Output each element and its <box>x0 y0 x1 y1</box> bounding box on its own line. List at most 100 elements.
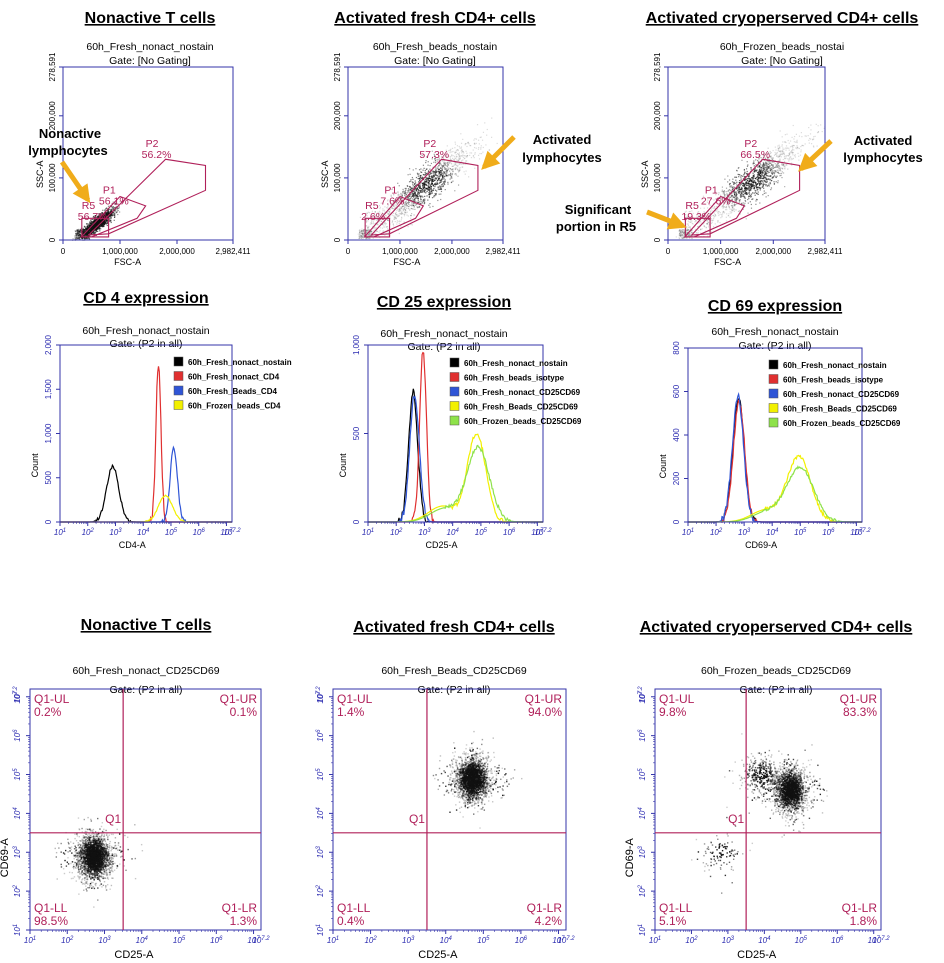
event-dot <box>79 233 81 235</box>
event-dot <box>795 141 797 143</box>
event-dot <box>699 207 702 209</box>
event-dot <box>689 210 691 213</box>
event-dot <box>734 193 736 195</box>
event-dot <box>742 191 744 193</box>
event-dot <box>84 237 86 239</box>
event-dot <box>420 187 422 190</box>
event-dot <box>454 168 456 171</box>
event-dot <box>122 202 124 204</box>
event-dot <box>429 183 431 185</box>
event-dot <box>762 163 765 165</box>
event-dot <box>412 204 414 206</box>
event-dot <box>394 217 396 219</box>
event-dot <box>114 210 116 212</box>
event-dot <box>820 124 822 126</box>
event-dot <box>396 216 399 218</box>
event-dot <box>434 185 436 188</box>
event-dot <box>386 226 388 228</box>
event-dot <box>434 173 437 175</box>
event-dot <box>365 229 368 231</box>
y-tick-label: 2,000 <box>44 334 53 355</box>
event-dot <box>110 218 112 220</box>
event-dot <box>404 211 407 213</box>
event-dot <box>455 157 457 159</box>
event-dot <box>89 223 91 225</box>
event-dot <box>755 183 757 185</box>
event-dot <box>738 186 741 189</box>
event-dot <box>691 229 693 231</box>
event-dot <box>451 173 454 175</box>
event-dot <box>406 204 408 206</box>
event-dot <box>403 213 405 215</box>
event-dot <box>688 234 690 236</box>
event-dot <box>443 172 446 174</box>
event-dot <box>103 216 106 218</box>
event-dot <box>77 230 79 232</box>
event-dot <box>394 216 396 218</box>
event-dot <box>452 150 454 153</box>
event-dot <box>112 207 114 209</box>
event-dot <box>453 164 455 166</box>
event-dot <box>734 199 736 201</box>
event-dot <box>713 207 715 209</box>
event-dot <box>415 176 418 179</box>
x-tick-label: 2,982,411 <box>216 247 252 256</box>
event-dot <box>113 219 115 221</box>
event-dot <box>710 231 713 233</box>
event-dot <box>752 192 754 194</box>
event-dot <box>359 231 361 234</box>
event-dot <box>82 236 85 239</box>
event-dot <box>421 182 424 185</box>
event-dot <box>789 140 792 142</box>
event-dot <box>77 235 79 237</box>
event-dot <box>745 168 748 170</box>
event-dot <box>442 172 444 175</box>
event-dot <box>400 192 402 195</box>
event-dot <box>458 153 460 156</box>
event-dot <box>725 206 727 208</box>
event-dot <box>727 202 729 204</box>
event-dot <box>118 206 120 208</box>
event-dot <box>766 175 768 177</box>
event-dot <box>685 229 688 231</box>
event-dot <box>444 155 446 157</box>
event-dot <box>378 234 380 237</box>
event-dot <box>790 151 792 153</box>
event-dot <box>679 234 681 236</box>
event-dot <box>111 214 113 216</box>
event-dot <box>736 199 738 201</box>
event-dot <box>682 236 684 238</box>
event-dot <box>437 177 440 179</box>
event-dot <box>735 188 737 190</box>
event-dot <box>99 213 101 215</box>
event-dot <box>720 217 722 219</box>
event-dot <box>381 212 383 214</box>
event-dot <box>749 188 751 191</box>
event-dot <box>775 149 777 151</box>
event-dot <box>735 194 737 197</box>
event-dot <box>366 215 368 217</box>
event-dot <box>400 209 402 212</box>
event-dot <box>681 230 684 232</box>
event-dot <box>450 176 452 178</box>
event-dot <box>75 234 78 236</box>
event-dot <box>690 221 692 223</box>
event-dot <box>386 211 388 213</box>
event-dot <box>81 236 83 239</box>
event-dot <box>419 189 421 192</box>
event-dot <box>681 234 684 236</box>
y-tick-label: 0 <box>333 237 342 242</box>
event-dot <box>821 130 823 133</box>
event-dot <box>766 166 769 168</box>
event-dot <box>405 189 407 191</box>
event-dot <box>768 159 771 161</box>
event-dot <box>749 187 751 189</box>
event-dot <box>417 177 419 180</box>
event-dot <box>376 219 378 221</box>
event-dot <box>440 181 442 183</box>
event-dot <box>392 223 394 226</box>
event-dot <box>78 234 80 236</box>
event-dot <box>778 168 780 170</box>
event-dot <box>461 149 463 151</box>
event-dot <box>792 144 794 147</box>
